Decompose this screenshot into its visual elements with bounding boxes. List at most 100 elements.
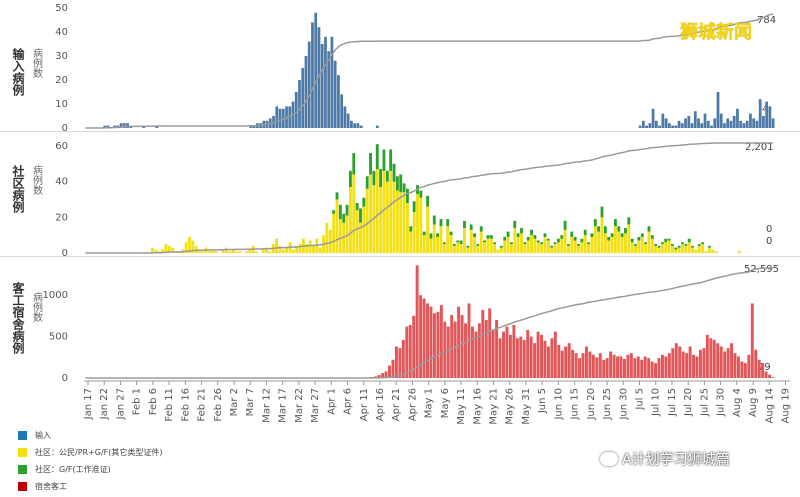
panel2-last-label-1: 0: [766, 224, 772, 235]
chart-bar: [399, 174, 403, 193]
chart-bar: [340, 94, 344, 128]
chart-bar: [261, 249, 265, 253]
chart-bar: [697, 244, 701, 246]
chart-bar: [238, 251, 242, 253]
chart-bar: [359, 208, 362, 223]
chart-bar: [429, 306, 433, 378]
chart-bar: [452, 244, 456, 246]
chart-bar: [574, 353, 578, 378]
legend-label: 宿舍客工: [35, 481, 67, 491]
chart-bar: [723, 351, 727, 378]
chart-bar: [570, 236, 574, 253]
chart-bar: [333, 60, 337, 128]
chart-bar: [409, 231, 413, 253]
chart-bar: [406, 203, 409, 253]
chart-bar: [436, 233, 440, 237]
chart-bar: [620, 233, 624, 237]
chart-bar: [320, 44, 324, 128]
watermark: A计划学习狮城篇: [600, 449, 730, 469]
chart-bar: [533, 343, 537, 378]
y-tick-label: 60: [55, 141, 68, 152]
chart-bar: [664, 118, 668, 128]
chart-bar: [701, 242, 705, 245]
x-tick-label: Jun 5: [537, 388, 548, 414]
chart-bar: [710, 125, 713, 128]
chart-bar: [516, 236, 520, 253]
chart-bar: [633, 358, 637, 378]
chart-bar: [654, 120, 658, 128]
x-tick-label: Feb 11: [164, 388, 175, 422]
x-tick-label: Apr 1: [326, 388, 337, 415]
x-tick-label: Mar 17: [278, 388, 289, 423]
chart-bar: [498, 338, 502, 378]
chart-bar: [214, 251, 218, 253]
chart-bar: [335, 192, 339, 200]
chart-bar: [453, 321, 457, 378]
x-tick-label: May 1: [424, 388, 435, 418]
cumulative-line: [85, 142, 774, 254]
chart-bar: [510, 244, 513, 253]
panel3-title: 客工宿舍病例: [11, 281, 25, 355]
chart-bar: [473, 233, 476, 237]
x-tick-label: Jan 27: [115, 388, 126, 420]
chart-bar: [409, 226, 413, 232]
chart-bar: [272, 116, 275, 128]
chart-bar: [593, 219, 597, 227]
chart-bar: [771, 377, 775, 378]
x-tick-label: Jun 25: [602, 388, 613, 421]
panel1-ylabel: 病例数: [31, 47, 43, 79]
chart-bar: [304, 56, 308, 128]
chart-bar: [489, 238, 493, 253]
chart-bar: [377, 375, 381, 378]
chart-bar: [750, 303, 754, 378]
chart-bar: [644, 244, 648, 253]
chart-bar: [369, 174, 372, 253]
chart-bar: [422, 235, 426, 253]
chart-bar: [332, 213, 336, 253]
x-tick-label: May 21: [489, 388, 500, 425]
chart-bar: [556, 238, 560, 243]
x-tick-label: Jun 30: [618, 388, 629, 421]
chart-bar: [560, 235, 564, 239]
chart-bar: [327, 51, 331, 129]
chart-bar: [281, 249, 285, 253]
cumulative-line: [85, 13, 774, 129]
chart-bar: [714, 251, 718, 253]
chart-bar: [536, 240, 540, 243]
chart-bar: [342, 213, 346, 223]
chart-bar: [345, 215, 349, 253]
legend-item-community-workpermit: 社区：G/F(工作准证): [18, 462, 378, 476]
chart-bar: [540, 242, 544, 245]
chart-bar: [522, 339, 526, 378]
chart-bar: [587, 244, 591, 253]
chart-bar: [198, 249, 201, 253]
chart-bar: [119, 123, 123, 128]
chart-bar: [314, 12, 318, 128]
chart-bar: [593, 226, 597, 253]
chart-bar: [617, 231, 621, 253]
chart-bar: [245, 251, 248, 253]
panel3-cumulative-label: 52,595: [744, 264, 779, 275]
chart-bar: [693, 111, 697, 128]
chart-bar: [650, 361, 654, 378]
chart-bar: [389, 149, 393, 171]
chart-bar: [664, 238, 668, 243]
chart-bar: [634, 245, 637, 253]
chart-bar: [491, 329, 495, 378]
chart-bar: [395, 176, 399, 191]
chart-bar: [640, 233, 644, 237]
chart-bar: [581, 353, 585, 378]
chart-bar: [184, 242, 188, 253]
chart-bar: [469, 229, 473, 253]
x-tick-label: Feb 6: [148, 388, 159, 415]
x-tick-label: Apr 11: [359, 388, 370, 421]
chart-bar: [392, 163, 396, 182]
chart-bar: [151, 247, 154, 253]
chart-bar: [563, 229, 567, 253]
chart-bar: [395, 190, 399, 253]
chart-bar: [745, 120, 749, 128]
chart-bar: [503, 240, 507, 253]
chart-bar: [690, 123, 694, 128]
chart-bar: [550, 245, 554, 248]
chart-bar: [612, 354, 616, 378]
